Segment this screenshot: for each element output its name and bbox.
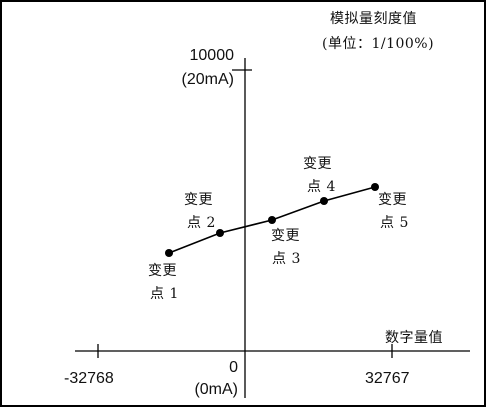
- change-point-3-marker: [268, 216, 276, 224]
- change-point-5-label-line1: 变更: [378, 192, 407, 208]
- change-point-2-label-line1: 变更: [184, 192, 213, 208]
- change-point-3-label-line2: 点 3: [272, 251, 301, 267]
- change-point-3-label-line1: 变更: [271, 228, 300, 244]
- x-min-label: -32768: [64, 370, 114, 387]
- y-axis-title-line2: (单位：1/100%): [322, 36, 435, 52]
- y-axis-title-line1: 模拟量刻度值: [330, 11, 417, 27]
- change-point-4-label-line1: 变更: [303, 156, 332, 172]
- change-point-1-label-line1: 变更: [148, 263, 177, 279]
- change-point-1-marker: [165, 249, 173, 257]
- origin-unit: (0mA): [194, 381, 238, 398]
- change-point-4-marker: [320, 197, 328, 205]
- change-point-5-marker: [371, 183, 379, 191]
- origin-value: 0: [229, 359, 238, 376]
- y-top-unit: (20mA): [181, 71, 234, 88]
- x-max-label: 32767: [365, 370, 410, 387]
- change-point-1-label-line2: 点 1: [150, 286, 179, 302]
- change-point-5-label-line2: 点 5: [380, 215, 409, 231]
- change-point-2-marker: [216, 229, 224, 237]
- change-point-4-label-line2: 点 4: [307, 179, 336, 195]
- change-point-2-label-line2: 点 2: [187, 215, 216, 231]
- x-axis-title: 数字量值: [385, 330, 443, 346]
- y-top-value: 10000: [189, 47, 235, 64]
